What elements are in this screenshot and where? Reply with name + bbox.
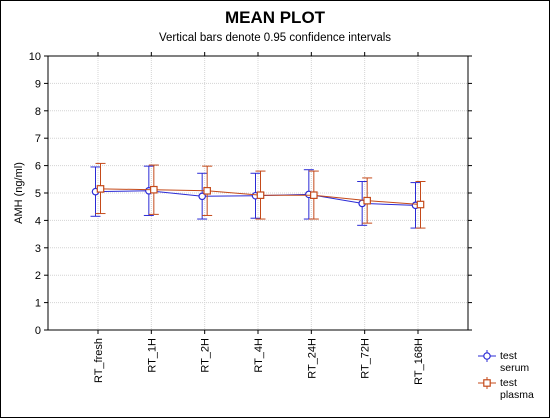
legend-marker bbox=[483, 352, 491, 360]
legend-label: test bbox=[500, 377, 517, 389]
y-tick-label: 9 bbox=[35, 78, 41, 90]
y-axis-ticks: 0 1 2 3 4 5 6 7 8 9 10 bbox=[29, 51, 472, 337]
x-tick-label: RT_2H bbox=[200, 338, 212, 373]
y-tick-label: 0 bbox=[35, 325, 41, 337]
y-tick-label: 3 bbox=[35, 243, 41, 255]
data-point bbox=[198, 192, 206, 201]
legend-label: test bbox=[500, 350, 517, 362]
x-tick-label: RT_24H bbox=[306, 338, 318, 379]
chart-title: MEAN PLOT bbox=[224, 8, 326, 27]
x-tick-label: RT_1H bbox=[146, 338, 158, 373]
y-tick-label: 1 bbox=[35, 298, 41, 310]
series-test-plasma bbox=[95, 162, 426, 229]
data-point bbox=[203, 187, 211, 195]
x-tick-label: RT_72H bbox=[360, 338, 372, 379]
y-tick-label: 7 bbox=[35, 133, 41, 145]
data-point bbox=[256, 191, 265, 199]
x-tick-label: RT_fresh bbox=[93, 338, 105, 383]
y-tick-label: 10 bbox=[29, 51, 41, 63]
data-point bbox=[150, 185, 158, 194]
y-tick-label: 8 bbox=[35, 106, 41, 118]
legend-marker bbox=[483, 379, 491, 387]
x-axis-ticks: RT_fresh RT_1H RT_2H RT_4H RT_24H RT_72H RT_16… bbox=[93, 52, 425, 385]
x-tick-label: RT_168H bbox=[413, 338, 425, 385]
legend-label-line2: serum bbox=[500, 362, 529, 374]
y-axis-label: AMH (ng/ml) bbox=[13, 162, 25, 224]
x-tick-label: RT_4H bbox=[253, 338, 265, 373]
y-tick-label: 4 bbox=[35, 215, 41, 227]
chart-subtitle: Vertical bars denote 0.95 confidence int… bbox=[158, 32, 392, 44]
data-point bbox=[96, 185, 105, 193]
data-point bbox=[310, 191, 318, 199]
data-point bbox=[363, 196, 371, 205]
data-point bbox=[416, 200, 425, 209]
y-tick-label: 5 bbox=[35, 188, 41, 200]
legend-label-line2: plasma bbox=[500, 389, 534, 401]
series-layer bbox=[90, 162, 426, 229]
y-tick-label: 2 bbox=[35, 270, 41, 282]
y-tick-label: 6 bbox=[35, 161, 41, 173]
